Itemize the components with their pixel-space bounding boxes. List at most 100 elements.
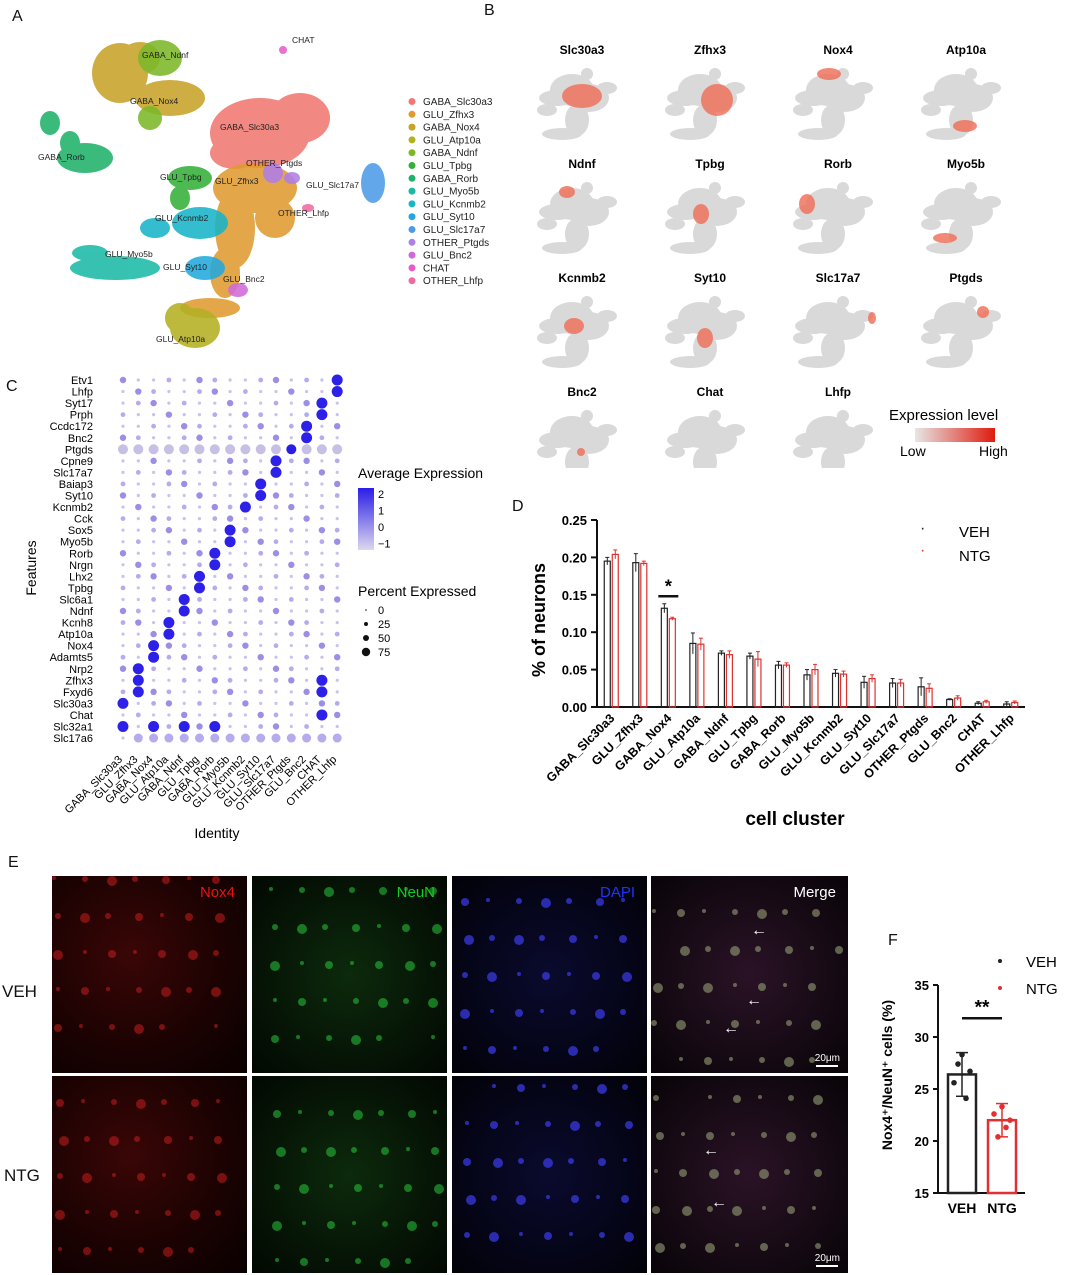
- barD-bar-ntg-glu-syt10: [868, 677, 876, 708]
- dot-slc6a1-glu-syt10: [257, 596, 264, 603]
- cell-signal: [651, 1020, 657, 1026]
- umap-legend-other-ptgds: OTHER_Ptgds: [423, 238, 489, 249]
- cell-signal: [188, 1247, 194, 1253]
- dot-atp10a-glu-kcnmb2: [243, 631, 248, 637]
- dot-bnc2-gaba-rorb: [213, 436, 217, 440]
- feature-blob: [665, 446, 685, 458]
- cell-signal: [460, 1009, 470, 1019]
- feature-plot-zfhx3: Zfhx3: [665, 43, 745, 140]
- feature-expression-rorb: [799, 194, 815, 214]
- dot-bnc2-other-lhfp: [335, 436, 339, 440]
- cell-signal: [325, 961, 333, 969]
- dot-lhx2-gaba-rorb: [213, 574, 217, 578]
- dot-myo5b-other-lhfp: [334, 538, 341, 545]
- feature-hot-spot: [562, 84, 602, 108]
- barD-bar-ntg-gaba-slc30a3: [611, 553, 619, 708]
- barF-ytick-label: 25: [915, 1082, 929, 1097]
- dot-fxyd6-glu-atp10a: [166, 689, 172, 695]
- feature-hot-spot: [701, 84, 733, 116]
- feature-umap-silhouette: [537, 410, 617, 468]
- dot-ptgds-chat: [316, 444, 327, 455]
- dot-slc30a3-glu-atp10a: [165, 700, 173, 707]
- dot-zfhx3-glu-zfhx3: [132, 674, 144, 686]
- dot-chat-gaba-ndnf: [181, 711, 188, 719]
- dot-chat-gaba-nox4: [152, 713, 156, 717]
- dot-feature-etv1: Etv1: [71, 375, 93, 387]
- feature-plot-kcnmb2: Kcnmb2: [537, 271, 617, 368]
- dot-myo5b-glu-slc17a7: [273, 539, 279, 545]
- micrograph-veh-neun: NeuN: [252, 876, 447, 1073]
- cell-signal: [402, 924, 410, 932]
- cell-signal: [784, 1169, 790, 1175]
- dot-slc6a1-gaba-slc30a3: [121, 597, 125, 602]
- dot-nox4-gaba-nox4: [148, 640, 160, 652]
- cell-signal: [543, 1158, 553, 1168]
- umap-blob: [138, 40, 182, 76]
- dot-slc17a6-gaba-nox4: [149, 733, 159, 743]
- dot-adamts5-glu-bnc2: [304, 654, 309, 660]
- dot-feature-myo5b: Myo5b: [60, 537, 93, 549]
- dot-slc6a1-glu-myo5b: [228, 597, 232, 602]
- cell-signal: [546, 1195, 550, 1199]
- dot-rorb-gaba-ndnf: [182, 551, 186, 555]
- dot-nrp2-glu-atp10a: [167, 667, 171, 671]
- feature-expression-slc30a3: [562, 84, 602, 108]
- cell-signal: [652, 909, 656, 913]
- umap-cluster-gaba-ndnf: [138, 40, 182, 130]
- dot-baiap3-glu-bnc2: [304, 481, 309, 487]
- dot-bnc2-glu-slc17a7: [272, 434, 280, 441]
- feature-blob: [667, 318, 703, 334]
- cell-signal: [492, 1084, 496, 1088]
- feature-title-nox4: Nox4: [823, 43, 853, 57]
- dot-cck-chat: [320, 517, 324, 521]
- scale-bar-label: 20μm: [814, 1053, 840, 1064]
- dot-zfhx3-glu-myo5b: [227, 677, 233, 683]
- feature-blob: [965, 68, 977, 80]
- barF-point-ntg: [991, 1111, 997, 1117]
- cell-signal: [433, 1110, 437, 1114]
- dot-myo5b-glu-myo5b: [224, 536, 236, 548]
- cell-signal: [189, 1136, 193, 1140]
- dot-syt10-gaba-ndnf: [182, 493, 186, 498]
- dot-nox4-other-ptgds: [289, 644, 293, 648]
- dot-slc32a1-other-lhfp: [335, 724, 339, 729]
- dot-ptgds-gaba-slc30a3: [118, 444, 128, 455]
- dot-slc6a1-gaba-ndnf: [178, 593, 190, 605]
- dot-cpne9-glu-kcnmb2: [243, 458, 248, 464]
- dot-kcnmb2-gaba-rorb: [211, 503, 218, 511]
- pct-legend-dot: [364, 622, 368, 626]
- dot-kcnmb2-other-lhfp: [335, 505, 339, 509]
- dot-lhx2-gaba-nox4: [150, 573, 157, 580]
- cell-signal: [326, 1147, 336, 1157]
- feature-plot-ptgds: Ptgds: [921, 271, 1001, 368]
- cell-signal: [83, 1247, 91, 1255]
- dot-feature-tpbg: Tpbg: [68, 583, 93, 595]
- dot-cpne9-other-ptgds: [288, 458, 294, 464]
- umap-legend-glu-slc17a7: GLU_Slc17a7: [423, 225, 486, 236]
- dot-myo5b-gaba-slc30a3: [121, 540, 125, 544]
- dot-nrp2-glu-tpbg: [196, 665, 203, 672]
- feature-blob: [821, 332, 845, 364]
- dot-nrp2-glu-kcnmb2: [243, 666, 248, 672]
- umap-label-gaba-ndnf: GABA_Ndnf: [142, 50, 189, 60]
- pct-expressed-legend: Percent Expressed 0 25 50 75: [358, 583, 476, 659]
- dot-slc6a1-chat: [320, 597, 324, 602]
- avg-expression-legend: Average Expression 2 1 0 −1: [358, 465, 483, 551]
- dot-etv1-gaba-rorb: [212, 377, 218, 383]
- umap-cluster-glu-slc17a7: [361, 163, 385, 203]
- dot-lhfp-glu-tpbg: [197, 389, 202, 394]
- cell-signal: [623, 1158, 627, 1162]
- dot-kcnh8-chat: [320, 620, 324, 625]
- umap-blob: [138, 106, 162, 130]
- dot-adamts5-gaba-ndnf: [181, 654, 188, 661]
- cell-signal: [214, 1136, 222, 1144]
- umap-legend-swatch-glu-kcnmb2: [408, 200, 416, 208]
- dot-tpbg-chat: [318, 584, 326, 592]
- dot-etv1-glu-tpbg: [196, 376, 203, 384]
- dot-nox4-glu-atp10a: [165, 642, 173, 649]
- feature-blob: [597, 196, 617, 208]
- cell-signal: [403, 998, 409, 1004]
- cell-signal: [57, 1173, 63, 1179]
- dot-ccdc172-glu-myo5b: [228, 424, 232, 428]
- cell-signal: [810, 946, 814, 950]
